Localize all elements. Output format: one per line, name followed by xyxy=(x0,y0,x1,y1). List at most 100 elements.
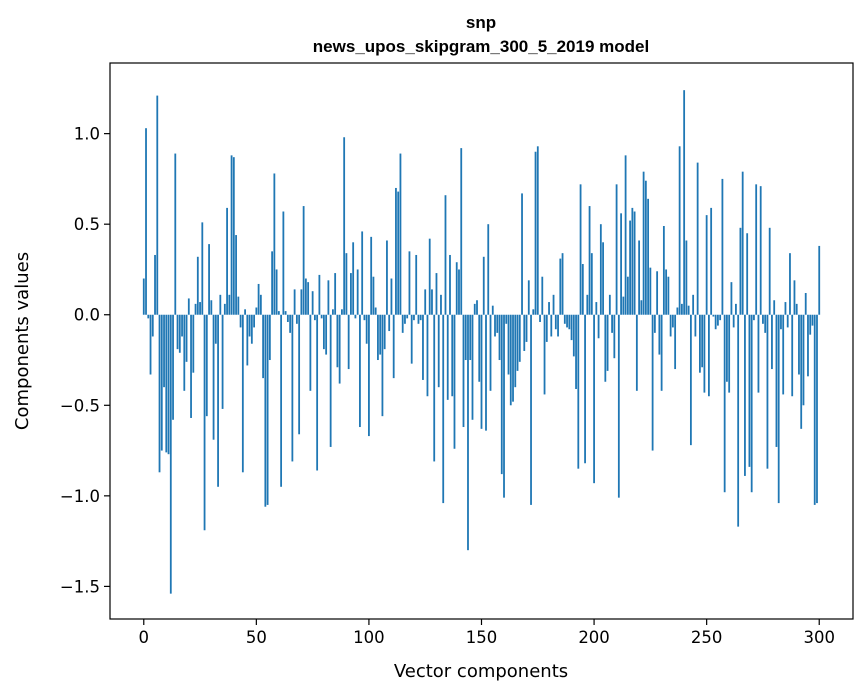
bar-109 xyxy=(388,314,391,332)
bar-94 xyxy=(354,314,357,319)
bar-154 xyxy=(489,314,492,391)
bar-219 xyxy=(635,314,638,391)
bar-47 xyxy=(248,314,251,337)
bar-237 xyxy=(676,307,679,315)
bar-138 xyxy=(453,314,456,449)
bar-26 xyxy=(201,222,204,315)
bar-295 xyxy=(807,314,809,377)
bar-150 xyxy=(480,314,483,429)
bar-233 xyxy=(667,276,670,315)
bar-68 xyxy=(295,314,298,324)
bar-177 xyxy=(541,276,544,315)
bar-186 xyxy=(561,253,564,315)
bar-31 xyxy=(212,314,215,440)
bar-294 xyxy=(804,293,807,315)
bar-18 xyxy=(183,314,186,391)
bar-4 xyxy=(151,314,154,337)
bar-276 xyxy=(764,314,767,333)
bar-156 xyxy=(494,314,496,337)
bar-104 xyxy=(377,314,379,361)
bar-136 xyxy=(449,254,451,315)
bar-283 xyxy=(780,314,782,330)
bar-174 xyxy=(534,151,537,315)
bar-64 xyxy=(286,314,289,322)
bar-49 xyxy=(253,314,255,328)
bar-133 xyxy=(442,314,445,504)
bar-111 xyxy=(392,314,395,379)
bar-55 xyxy=(266,314,269,505)
bar-121 xyxy=(415,254,418,315)
bar-173 xyxy=(532,309,535,315)
bar-74 xyxy=(309,314,312,391)
bar-61 xyxy=(280,314,283,487)
bar-161 xyxy=(505,314,508,324)
bar-89 xyxy=(343,137,346,315)
bar-251 xyxy=(708,314,710,397)
bar-215 xyxy=(626,276,629,315)
x-axis-ticks: 0 50 100 150 200 250 300 xyxy=(139,619,835,647)
bar-242 xyxy=(687,305,690,315)
bar-13 xyxy=(172,314,174,420)
bar-264 xyxy=(737,314,740,527)
bar-149 xyxy=(478,314,481,382)
bar-259 xyxy=(726,314,728,382)
bar-113 xyxy=(397,191,400,315)
bar-201 xyxy=(595,302,598,315)
bar-202 xyxy=(597,314,600,339)
bar-224 xyxy=(647,198,650,315)
bar-206 xyxy=(606,314,609,371)
y-tick-label: −0.5 xyxy=(60,396,100,415)
bar-163 xyxy=(509,314,512,406)
bar-300 xyxy=(818,245,821,315)
bar-262 xyxy=(732,314,735,328)
bar-180 xyxy=(548,302,550,315)
bar-178 xyxy=(543,314,546,395)
bar-11 xyxy=(167,314,170,455)
bar-158 xyxy=(498,314,501,361)
bar-40 xyxy=(232,157,235,315)
bar-91 xyxy=(347,314,350,370)
bar-166 xyxy=(516,314,519,371)
chart-title-line-2: news_upos_skipgram_300_5_2019 model xyxy=(313,37,649,56)
bar-148 xyxy=(476,300,478,315)
bar-22 xyxy=(192,314,195,373)
bar-290 xyxy=(795,303,798,315)
bar-142 xyxy=(462,314,465,428)
bar-208 xyxy=(611,314,613,333)
y-tick-label: −1.5 xyxy=(60,577,100,596)
bar-0 xyxy=(142,278,145,315)
bar-92 xyxy=(350,273,352,315)
bar-198 xyxy=(588,206,591,315)
bar-132 xyxy=(440,294,442,315)
bar-195 xyxy=(581,264,584,315)
bar-263 xyxy=(735,303,737,315)
bar-253 xyxy=(712,314,715,317)
bar-110 xyxy=(390,278,393,315)
bar-3 xyxy=(149,314,152,375)
bar-81 xyxy=(325,314,328,355)
bar-43 xyxy=(239,314,242,328)
bar-20 xyxy=(187,298,190,315)
bar-80 xyxy=(322,314,325,350)
bar-170 xyxy=(525,314,528,342)
bar-124 xyxy=(422,314,424,380)
bar-189 xyxy=(568,314,571,330)
bar-207 xyxy=(608,294,611,315)
bar-298 xyxy=(813,314,816,505)
bar-38 xyxy=(228,294,231,315)
bar-261 xyxy=(730,282,733,315)
x-tick-label: 150 xyxy=(466,628,498,647)
bar-70 xyxy=(300,289,303,315)
bar-190 xyxy=(570,314,573,341)
bar-196 xyxy=(584,314,586,464)
chart-title-line-1: snp xyxy=(466,13,496,32)
bar-120 xyxy=(413,314,415,321)
bar-75 xyxy=(311,291,314,315)
bar-143 xyxy=(464,314,467,361)
bar-271 xyxy=(753,314,755,321)
bar-270 xyxy=(750,314,753,493)
bar-58 xyxy=(273,173,276,315)
bar-212 xyxy=(620,213,622,315)
bar-32 xyxy=(214,314,217,344)
bar-296 xyxy=(809,314,812,335)
